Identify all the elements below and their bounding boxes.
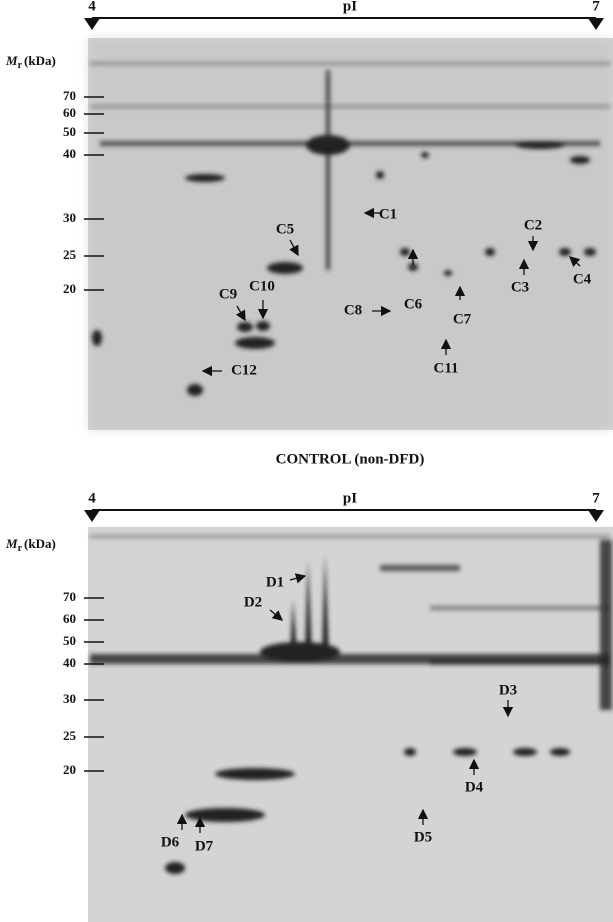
pi-axis-arrow — [84, 18, 100, 30]
spot-arrow — [569, 256, 581, 267]
mr-tick-label: 70 — [63, 88, 76, 103]
mr-label-part: (kDa) — [24, 53, 56, 68]
pi-left-label: 4 — [88, 0, 96, 14]
spot-label: C7 — [453, 311, 472, 327]
spot-arrow — [235, 305, 246, 322]
spot-label: D5 — [414, 829, 432, 845]
spot-label: C11 — [433, 360, 458, 376]
gel-image — [88, 527, 613, 922]
spot-label: D4 — [465, 779, 484, 795]
spot-label: C2 — [524, 217, 542, 233]
spot-arrow — [289, 573, 307, 584]
spot-label: C6 — [404, 296, 423, 312]
pi-axis-arrow — [588, 18, 604, 30]
panel-caption: CONTROL (non-DFD) — [276, 451, 425, 467]
mr-label-part: M — [5, 536, 18, 551]
mr-tick-label: 70 — [63, 589, 76, 604]
mr-tick-label: 30 — [63, 210, 76, 225]
spot-label: C1 — [379, 206, 397, 222]
pi-right-label: 7 — [592, 0, 600, 14]
mr-tick-label: 60 — [63, 611, 76, 626]
pi-left-label: 4 — [88, 490, 96, 506]
mr-tick-label: 25 — [63, 247, 77, 262]
mr-tick-label: 50 — [63, 124, 76, 139]
mr-label-part: r — [18, 543, 23, 554]
spot-label: D2 — [244, 594, 262, 610]
gel-image — [88, 38, 613, 430]
pi-axis-label: pI — [343, 0, 357, 14]
pi-right-label: 7 — [592, 490, 600, 506]
spot-label: D3 — [499, 682, 517, 698]
mr-tick-label: 40 — [63, 146, 76, 161]
pi-axis-label: pI — [343, 490, 357, 506]
spot-label: D6 — [161, 834, 180, 850]
spot-label: D1 — [266, 574, 284, 590]
mr-tick-label: 60 — [63, 105, 76, 120]
mr-label-part: M — [5, 53, 18, 68]
spot-label: C5 — [276, 221, 294, 237]
spot-label: C8 — [344, 302, 362, 318]
pi-axis-arrow — [84, 510, 100, 522]
spot-arrow — [289, 239, 299, 257]
mr-label: Mr (kDa) — [5, 53, 56, 71]
mr-tick-label: 20 — [63, 281, 76, 296]
spot-label: C10 — [249, 278, 275, 294]
spot-label: C4 — [573, 271, 592, 287]
mr-tick-label: 50 — [63, 633, 76, 648]
mr-tick-label: 30 — [63, 691, 76, 706]
mr-label-part: (kDa) — [24, 536, 56, 551]
mr-tick-label: 20 — [63, 762, 76, 777]
spot-arrow — [269, 609, 283, 621]
mr-tick-label: 40 — [63, 655, 76, 670]
spot-label: C9 — [219, 286, 237, 302]
spot-label: C3 — [511, 279, 529, 295]
spot-label: D7 — [195, 838, 214, 854]
spot-label: C12 — [231, 362, 257, 378]
pi-axis-arrow — [588, 510, 604, 522]
mr-label-part: r — [18, 60, 23, 71]
mr-tick-label: 25 — [63, 728, 77, 743]
mr-label: Mr (kDa) — [5, 536, 56, 554]
